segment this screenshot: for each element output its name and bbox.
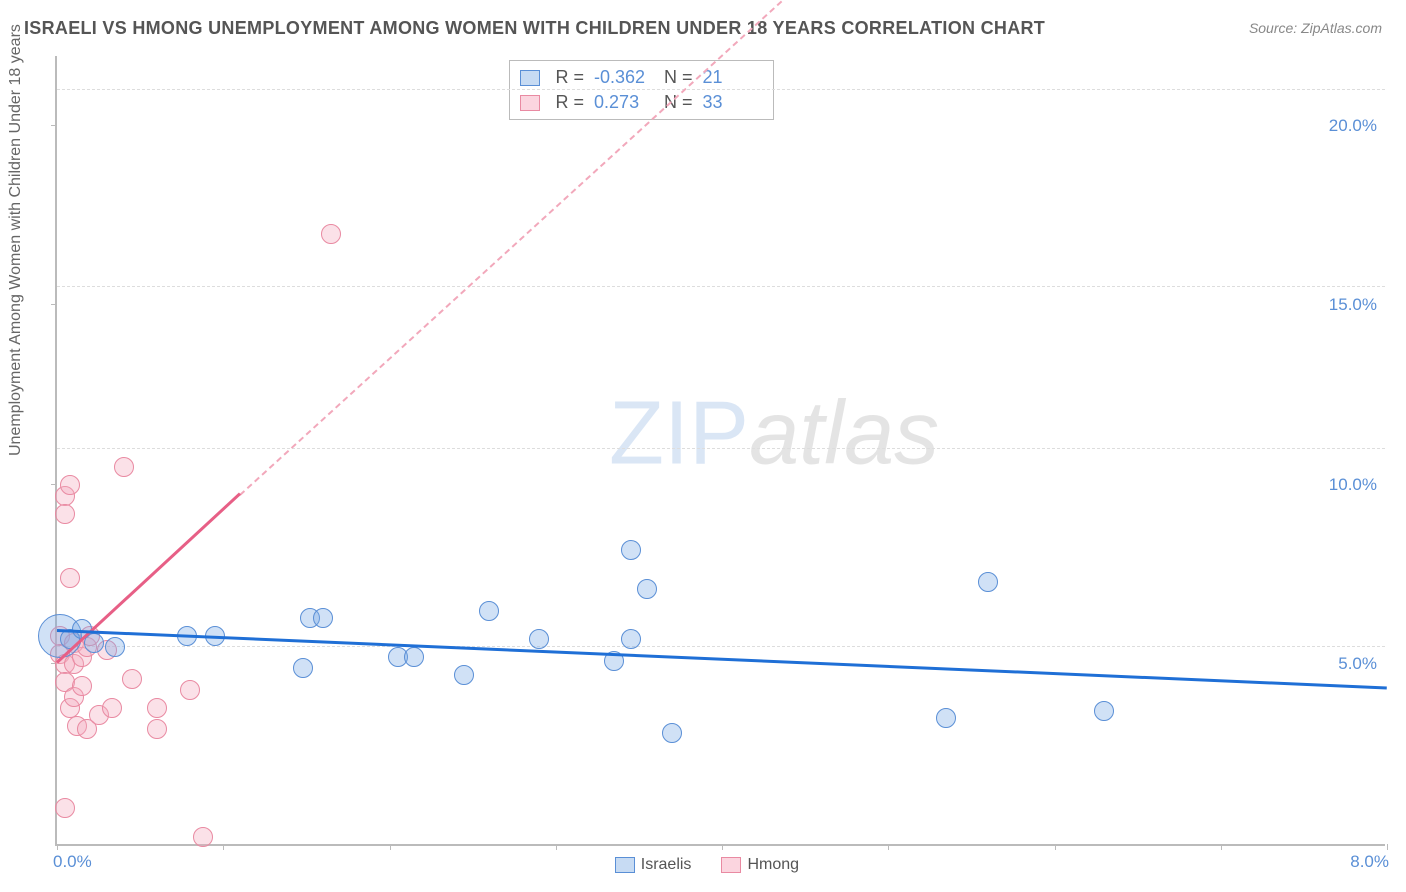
y-tick-label: 5.0% xyxy=(1338,654,1377,674)
x-tick xyxy=(1221,844,1222,850)
gridline-h xyxy=(57,286,1385,287)
corr-n-value: 33 xyxy=(703,92,763,113)
x-tick xyxy=(722,844,723,850)
y-tick xyxy=(51,125,57,126)
legend-bottom: Israelis Hmong xyxy=(615,856,799,874)
corr-r-label: R = xyxy=(556,92,585,113)
israelis-point xyxy=(404,647,424,667)
israelis-point xyxy=(621,629,641,649)
legend-israelis: Israelis xyxy=(615,856,692,874)
israelis-point xyxy=(978,572,998,592)
x-tick xyxy=(1387,844,1388,850)
gridline-h xyxy=(57,448,1385,449)
israelis-point xyxy=(936,708,956,728)
hmong-point xyxy=(122,669,142,689)
hmong-point xyxy=(180,680,200,700)
trend-line xyxy=(57,629,1387,689)
x-tick xyxy=(1055,844,1056,850)
corr-r-value: -0.362 xyxy=(594,67,654,88)
x-tick xyxy=(390,844,391,850)
israelis-point xyxy=(313,608,333,628)
legend-hmong: Hmong xyxy=(721,856,799,874)
corr-swatch xyxy=(520,95,540,111)
x-tick xyxy=(556,844,557,850)
corr-swatch xyxy=(520,70,540,86)
gridline-h xyxy=(57,89,1385,90)
plot-area: ZIPatlas R =-0.362N =21R =0.273N =33 0.0… xyxy=(55,56,1385,846)
chart-title: ISRAELI VS HMONG UNEMPLOYMENT AMONG WOME… xyxy=(24,18,1045,39)
x-tick xyxy=(57,844,58,850)
y-tick-label: 20.0% xyxy=(1329,116,1377,136)
correlation-row: R =-0.362N =21 xyxy=(520,65,763,90)
hmong-point xyxy=(60,475,80,495)
correlation-row: R =0.273N =33 xyxy=(520,90,763,115)
israelis-point xyxy=(662,723,682,743)
hmong-point xyxy=(193,827,213,847)
hmong-point xyxy=(72,676,92,696)
y-tick xyxy=(51,484,57,485)
hmong-point xyxy=(147,719,167,739)
hmong-point xyxy=(55,798,75,818)
y-tick-label: 15.0% xyxy=(1329,295,1377,315)
hmong-swatch xyxy=(721,857,741,873)
israelis-point xyxy=(293,658,313,678)
watermark-atlas: atlas xyxy=(749,384,939,484)
watermark: ZIPatlas xyxy=(609,383,939,486)
israelis-point xyxy=(637,579,657,599)
gridline-h xyxy=(57,646,1385,647)
hmong-point xyxy=(147,698,167,718)
x-axis-min-label: 0.0% xyxy=(53,852,92,872)
legend-hmong-label: Hmong xyxy=(747,856,799,873)
israelis-point xyxy=(621,540,641,560)
israelis-point xyxy=(105,637,125,657)
hmong-point xyxy=(55,504,75,524)
israelis-point xyxy=(479,601,499,621)
y-tick xyxy=(51,304,57,305)
israelis-swatch xyxy=(615,857,635,873)
corr-r-label: R = xyxy=(556,67,585,88)
x-tick xyxy=(223,844,224,850)
israelis-point xyxy=(454,665,474,685)
x-tick xyxy=(888,844,889,850)
hmong-point xyxy=(60,568,80,588)
correlation-box: R =-0.362N =21R =0.273N =33 xyxy=(509,60,774,120)
israelis-point xyxy=(1094,701,1114,721)
watermark-zip: ZIP xyxy=(609,384,749,484)
hmong-point xyxy=(321,224,341,244)
israelis-point xyxy=(529,629,549,649)
chart-source: Source: ZipAtlas.com xyxy=(1249,20,1382,36)
corr-n-value: 21 xyxy=(703,67,763,88)
hmong-point xyxy=(102,698,122,718)
y-axis-label: Unemployment Among Women with Children U… xyxy=(7,436,25,456)
legend-israelis-label: Israelis xyxy=(641,856,692,873)
hmong-point xyxy=(114,457,134,477)
y-tick-label: 10.0% xyxy=(1329,475,1377,495)
corr-r-value: 0.273 xyxy=(594,92,654,113)
x-axis-max-label: 8.0% xyxy=(1350,852,1389,872)
